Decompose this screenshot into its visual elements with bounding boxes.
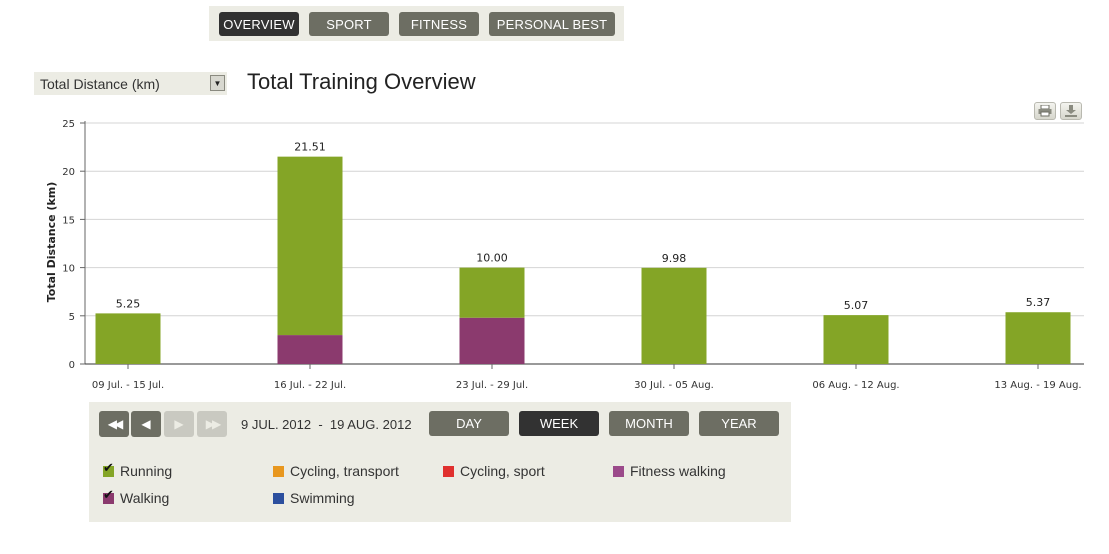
legend-label: Cycling, sport [460,463,545,479]
checkmark-icon: ✔ [103,486,114,502]
legend-swatch [273,492,284,504]
legend-swatch: ✔ [103,488,114,504]
period-day-button[interactable]: DAY [429,411,509,436]
legend-swatch [273,465,284,477]
legend-cycling-transport[interactable]: Cycling, transport [273,463,399,479]
y-tick-label: 5 [69,312,75,323]
period-year-button[interactable]: YEAR [699,411,779,436]
data-label: 5.37 [1026,296,1051,309]
y-tick-label: 0 [69,360,75,371]
y-tick-label: 20 [62,167,75,178]
bar-running [95,313,161,364]
bar-running [277,156,343,336]
x-tick-label: 23 Jul. - 29 Jul. [456,380,528,391]
bar-running [459,267,525,318]
x-tick-label: 13 Aug. - 19 Aug. [994,380,1081,391]
prev-icon[interactable]: ◀ [131,411,161,437]
x-tick-label: 09 Jul. - 15 Jul. [92,380,164,391]
data-label: 5.25 [116,297,141,310]
legend-swatch [613,465,624,477]
date-range: 9 JUL. 2012 - 19 AUG. 2012 [241,417,412,432]
period-week-button[interactable]: WEEK [519,411,599,436]
legend-label: Walking [120,490,170,506]
checkmark-icon: ✔ [103,459,114,475]
x-tick-label: 16 Jul. - 22 Jul. [274,380,346,391]
bar-walking [277,335,343,364]
legend-cycling-sport[interactable]: Cycling, sport [443,463,545,479]
tab-fitness[interactable]: FITNESS [399,12,479,36]
chevron-down-icon[interactable]: ▼ [210,75,225,91]
top-navigation: OVERVIEW SPORT FITNESS PERSONAL BEST [209,6,624,41]
y-tick-label: 10 [62,264,75,275]
data-label: 10.00 [476,252,508,265]
training-chart: Total Distance (km) 0 5 10 15 20 25 09 Jul. -… [45,119,1084,391]
legend-walking[interactable]: ✔ Walking [103,488,170,506]
legend-label: Swimming [290,490,355,506]
legend-swatch: ✔ [103,461,114,477]
chart-controls-panel: ◀◀ ◀ ▶ ▶▶ 9 JUL. 2012 - 19 AUG. 2012 DAY… [89,402,791,522]
bar-walking [459,317,525,364]
rewind-icon[interactable]: ◀◀ [99,411,129,437]
bar-running [1005,312,1071,364]
legend-label: Running [120,463,173,479]
print-icon[interactable] [1034,102,1056,120]
x-tick-label: 30 Jul. - 05 Aug. [634,380,714,391]
data-label: 21.51 [294,141,326,154]
legend-fitness-walking[interactable]: Fitness walking [613,463,726,479]
legend-label: Fitness walking [630,463,726,479]
metric-dropdown-value: Total Distance (km) [40,75,160,92]
download-icon[interactable] [1060,102,1082,120]
y-tick-label: 25 [62,119,75,130]
page-title: Total Training Overview [247,69,476,94]
period-month-button[interactable]: MONTH [609,411,689,436]
legend-label: Cycling, transport [290,463,399,479]
bar-running [641,267,707,364]
legend-swimming[interactable]: Swimming [273,490,355,506]
legend-swatch [443,465,454,477]
tab-sport[interactable]: SPORT [309,12,389,36]
fast-forward-icon: ▶▶ [197,411,227,437]
data-label: 9.98 [662,252,687,265]
next-icon: ▶ [164,411,194,437]
metric-dropdown[interactable]: Total Distance (km) ▼ [34,72,227,95]
y-tick-label: 15 [62,215,75,226]
tab-overview[interactable]: OVERVIEW [219,12,299,36]
bar-running [823,315,889,364]
y-axis-label: Total Distance (km) [45,182,58,302]
data-label: 5.07 [844,299,869,312]
legend-running[interactable]: ✔ Running [103,461,173,479]
tab-personal-best[interactable]: PERSONAL BEST [489,12,615,36]
x-tick-label: 06 Aug. - 12 Aug. [812,380,899,391]
